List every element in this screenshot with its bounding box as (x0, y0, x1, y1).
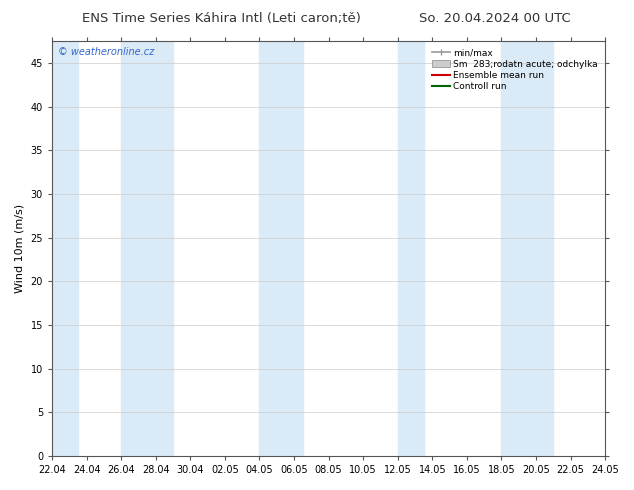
Text: ENS Time Series Káhira Intl (Leti caron;tě): ENS Time Series Káhira Intl (Leti caron;… (82, 12, 361, 25)
Y-axis label: Wind 10m (m/s): Wind 10m (m/s) (15, 204, 25, 293)
Text: © weatheronline.cz: © weatheronline.cz (58, 48, 154, 57)
Text: So. 20.04.2024 00 UTC: So. 20.04.2024 00 UTC (418, 12, 571, 25)
Legend: min/max, Sm  283;rodatn acute; odchylka, Ensemble mean run, Controll run: min/max, Sm 283;rodatn acute; odchylka, … (429, 46, 600, 94)
Bar (398, 41, 424, 456)
Bar (121, 41, 173, 456)
Bar (501, 41, 553, 456)
Bar (259, 41, 302, 456)
Bar (52, 41, 78, 456)
